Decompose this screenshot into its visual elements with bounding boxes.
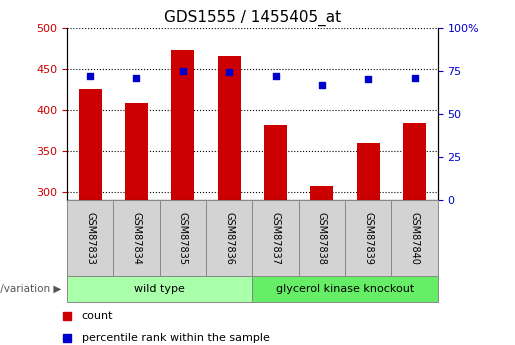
Bar xyxy=(67,200,113,276)
Text: percentile rank within the sample: percentile rank within the sample xyxy=(82,334,270,343)
Bar xyxy=(356,142,380,345)
Point xyxy=(410,75,419,80)
Text: GSM87834: GSM87834 xyxy=(131,211,142,265)
Point xyxy=(271,73,280,79)
Bar xyxy=(252,200,299,276)
Text: GSM87833: GSM87833 xyxy=(85,211,95,265)
Text: glycerol kinase knockout: glycerol kinase knockout xyxy=(276,284,414,294)
Text: GSM87838: GSM87838 xyxy=(317,211,327,265)
Text: GSM87839: GSM87839 xyxy=(363,211,373,265)
Point xyxy=(225,70,233,75)
Bar xyxy=(310,186,334,345)
Bar xyxy=(252,276,438,302)
Bar xyxy=(391,200,438,276)
Bar xyxy=(403,123,426,345)
Point xyxy=(364,77,372,82)
Bar xyxy=(160,200,206,276)
Text: GSM87835: GSM87835 xyxy=(178,211,188,265)
Text: GSM87840: GSM87840 xyxy=(409,211,420,265)
Title: GDS1555 / 1455405_at: GDS1555 / 1455405_at xyxy=(164,10,341,26)
Text: wild type: wild type xyxy=(134,284,185,294)
Point xyxy=(179,68,187,73)
Text: genotype/variation ▶: genotype/variation ▶ xyxy=(0,284,62,294)
Bar xyxy=(67,276,252,302)
Bar xyxy=(171,50,195,345)
Bar xyxy=(217,56,241,345)
Point xyxy=(86,73,94,79)
Bar xyxy=(78,89,101,345)
Bar xyxy=(345,200,391,276)
Text: GSM87837: GSM87837 xyxy=(270,211,281,265)
Text: GSM87836: GSM87836 xyxy=(224,211,234,265)
Bar xyxy=(206,200,252,276)
Bar xyxy=(299,200,345,276)
Bar xyxy=(125,103,148,345)
Bar xyxy=(264,125,287,345)
Point xyxy=(132,75,141,80)
Bar xyxy=(113,200,160,276)
Point xyxy=(318,82,326,87)
Text: count: count xyxy=(82,311,113,321)
